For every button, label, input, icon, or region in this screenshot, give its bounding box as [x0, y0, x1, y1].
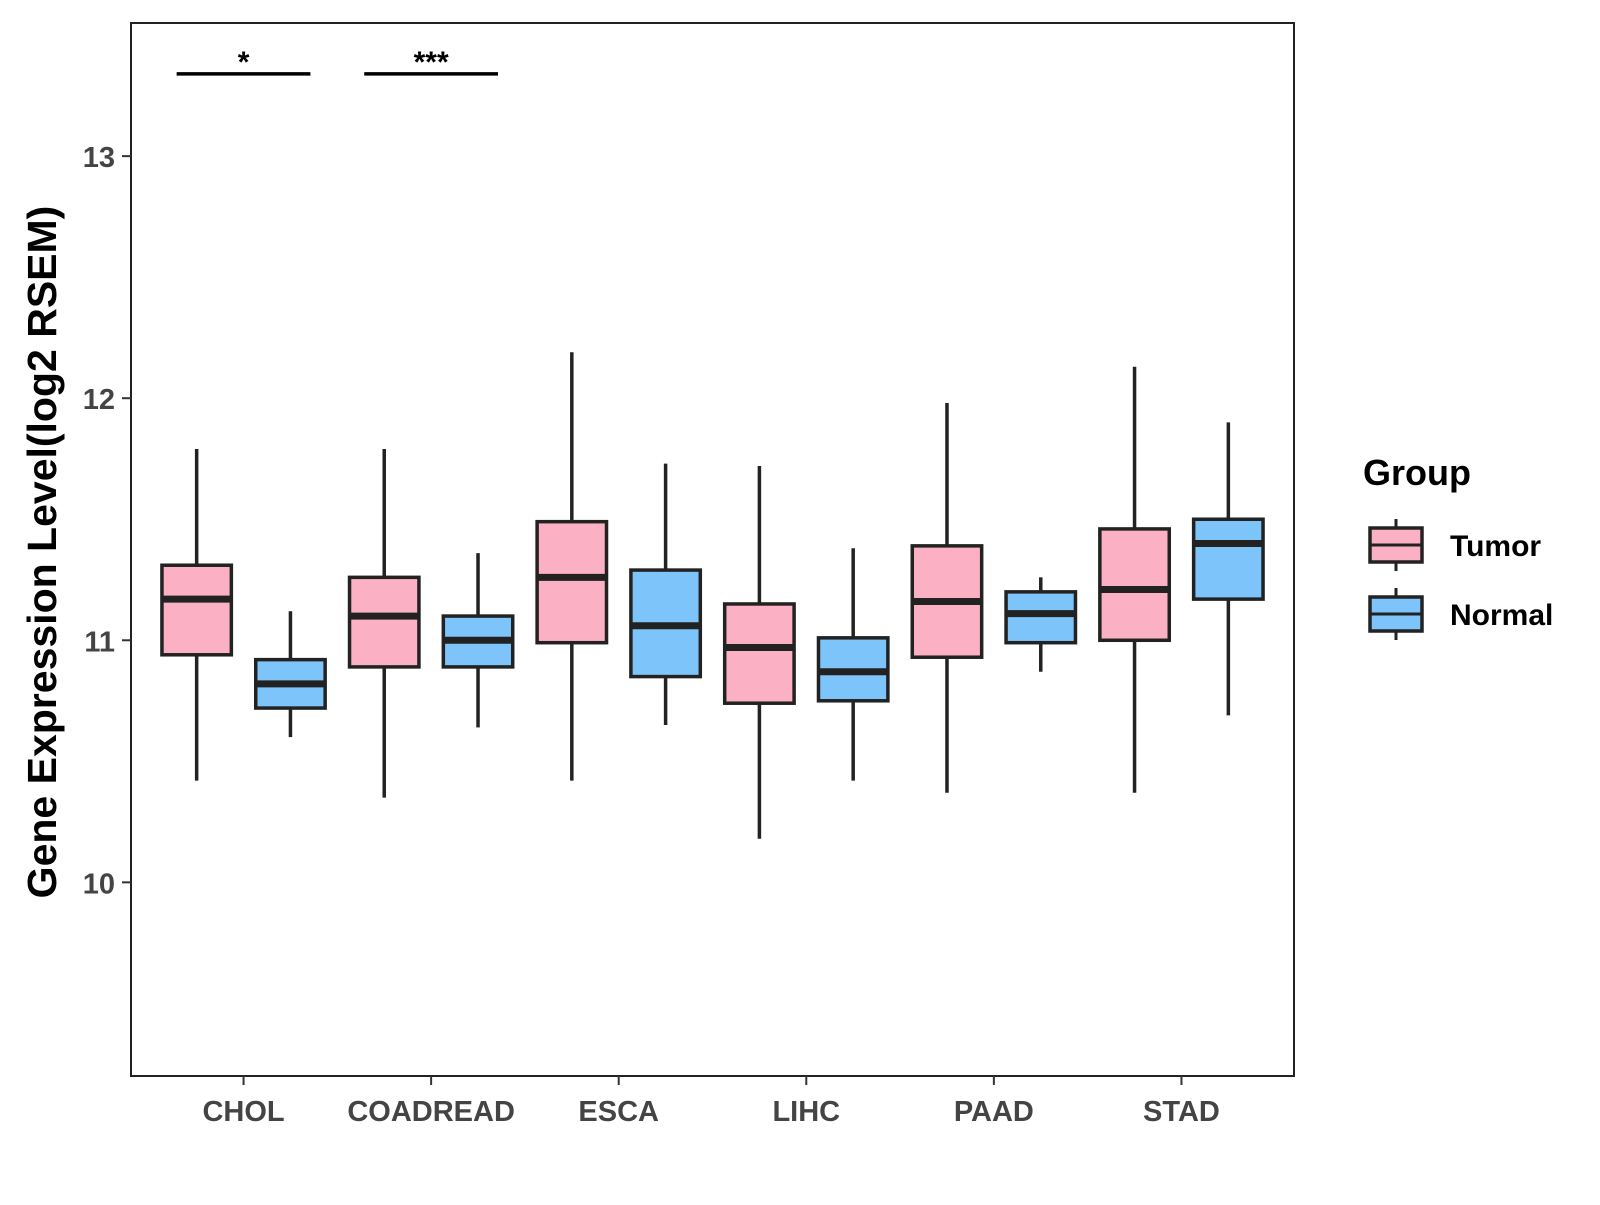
box-tumor-paad [910, 403, 984, 793]
box-normal-coadread [441, 553, 515, 728]
x-tick-label: CHOL [202, 1096, 284, 1128]
legend-title: Group [1363, 452, 1471, 493]
box-body [722, 602, 796, 705]
box-normal-chol [253, 611, 327, 738]
legend-item-tumor: Tumor [1368, 519, 1541, 571]
box-tumor-esca [535, 352, 609, 781]
box-body [160, 563, 234, 657]
legend: Group Tumor Normal [1363, 452, 1553, 640]
x-tick-label: STAD [1143, 1096, 1220, 1128]
legend-items: Tumor Normal [1368, 519, 1553, 640]
box-body [1191, 517, 1265, 601]
y-tick-label: 12 [83, 384, 115, 416]
legend-label: Tumor [1450, 530, 1541, 563]
box-normal-paad [1004, 577, 1078, 672]
box-body [1004, 590, 1078, 645]
box-tumor-chol [160, 449, 234, 781]
box-tumor-stad [1098, 366, 1172, 793]
y-tick-label: 11 [84, 626, 115, 658]
boxes-layer [160, 352, 1265, 839]
x-axis: CHOL COADREAD ESCA LIHC PAAD STAD [202, 1076, 1220, 1128]
y-axis: 10 11 12 13 [83, 142, 131, 900]
box-tumor-lihc [722, 465, 796, 839]
y-axis-title: Gene Expression Level(log2 RSEM) [19, 206, 65, 899]
significance-annotations: * *** [176, 46, 499, 79]
significance-stars: *** [414, 46, 449, 79]
x-tick-label: PAAD [954, 1096, 1034, 1128]
x-tick-label: ESCA [578, 1096, 659, 1128]
box-tumor-coadread [347, 449, 421, 798]
legend-label: Normal [1450, 599, 1553, 632]
box-body [1098, 527, 1172, 643]
legend-item-normal: Normal [1368, 588, 1553, 640]
x-tick-label: COADREAD [347, 1096, 515, 1128]
box-normal-lihc [816, 548, 890, 781]
box-normal-stad [1191, 422, 1265, 716]
x-tick-label: LIHC [772, 1096, 840, 1128]
y-tick-label: 10 [83, 868, 115, 900]
significance-stars: * [238, 46, 250, 79]
y-tick-label: 13 [83, 142, 115, 174]
box-body [347, 575, 421, 669]
box-body [535, 519, 609, 645]
box-normal-esca [629, 463, 703, 725]
